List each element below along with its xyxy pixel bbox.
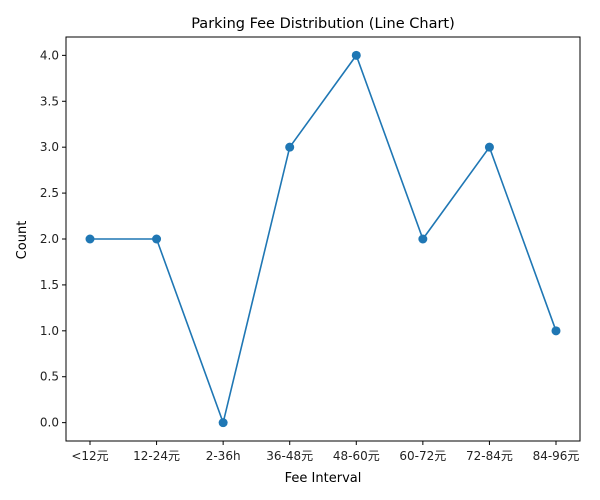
x-tick-label: 12-24元 [133,449,180,463]
data-point [484,142,494,152]
data-point [218,418,228,428]
x-tick-label: <12元 [71,449,108,463]
y-tick-label: 2.5 [40,186,59,200]
data-point [285,142,295,152]
y-tick-label: 4.0 [40,48,59,62]
x-tick-label: 72-84元 [466,449,513,463]
data-point [152,234,162,244]
data-point [551,326,561,336]
y-tick-label: 1.0 [40,324,59,338]
x-tick-label: 36-48元 [266,449,313,463]
data-point [85,234,95,244]
y-tick-label: 1.5 [40,278,59,292]
chart-title: Parking Fee Distribution (Line Chart) [191,16,455,32]
data-point [418,234,428,244]
data-point [351,50,361,60]
y-axis-label: Count [15,221,30,260]
x-tick-label: 84-96元 [533,449,580,463]
y-tick-label: 0.0 [40,416,59,430]
x-tick-label: 60-72元 [399,449,446,463]
y-tick-label: 3.0 [40,140,59,154]
x-tick-label: 48-60元 [333,449,380,463]
y-tick-label: 0.5 [40,370,59,384]
y-tick-label: 3.5 [40,94,59,108]
x-axis-label: Fee Interval [285,471,362,486]
series-layer [85,50,561,428]
y-tick-label: 2.0 [40,232,59,246]
x-axis: <12元 12-24元 2-36h 36-48元 48-60元 60-72元 72-84元 8… [71,441,579,463]
x-tick-label: 2-36h [206,449,241,463]
series-line [90,53,557,426]
y-axis: 0.0 0.5 1.0 1.5 2.0 2.5 3.0 3.5 4.0 [40,48,66,430]
